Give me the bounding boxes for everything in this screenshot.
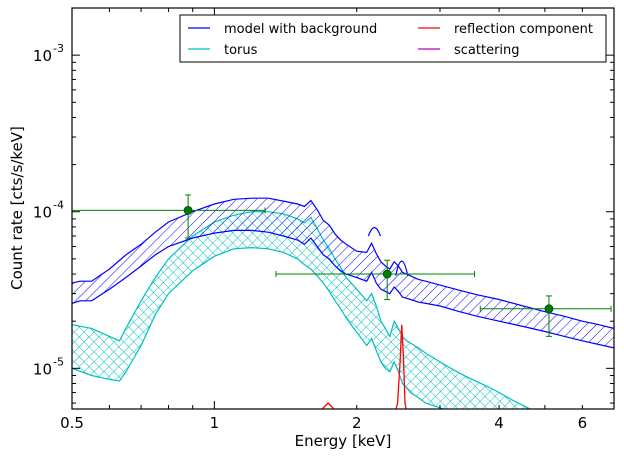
model-with-background-lower-line xyxy=(72,229,614,349)
x-tick-label: 6 xyxy=(578,414,588,432)
data-layer xyxy=(72,194,612,337)
data-marker xyxy=(544,304,554,314)
legend-entry: scattering xyxy=(418,43,520,58)
torus-lower-line xyxy=(72,246,445,409)
y-tick-exponent: -4 xyxy=(53,199,64,212)
ticks-layer xyxy=(71,7,615,409)
y-tick-label: 10 -5 xyxy=(33,355,64,378)
data-point-1 xyxy=(275,259,476,301)
legend-entry: model with background xyxy=(188,22,377,37)
legend-label: torus xyxy=(224,43,258,58)
y-tick-base: 10 xyxy=(33,204,52,222)
y-axis-title: Count rate [cts/s/keV] xyxy=(8,126,26,290)
y-tick-base: 10 xyxy=(33,360,52,378)
y-tick-exponent: -5 xyxy=(53,355,64,368)
model-with-background-upper-line xyxy=(72,197,614,329)
legend-entry: reflection component xyxy=(418,22,593,37)
legend-box xyxy=(179,14,607,63)
legend-entry: torus xyxy=(188,43,258,58)
x-tick-label: 4 xyxy=(494,414,504,432)
y-tick-label: 10 -3 xyxy=(33,42,64,65)
data-point-2 xyxy=(479,295,612,337)
x-tick-label: 1 xyxy=(210,414,220,432)
data-point-0 xyxy=(72,194,266,239)
y-tick-label: 10 -4 xyxy=(33,199,64,222)
y-tick-exponent: -3 xyxy=(53,42,64,55)
reflection-component-line xyxy=(321,324,407,409)
torus-upper-line xyxy=(72,211,531,409)
data-marker xyxy=(183,205,193,215)
model-with-background-peak-1 xyxy=(395,260,409,276)
series-layer xyxy=(72,197,614,409)
plot-background xyxy=(72,8,614,409)
x-tick-label: 2 xyxy=(352,414,362,432)
torus-band xyxy=(72,211,530,409)
x-tick-label: 0.5 xyxy=(60,414,84,432)
legend-label: model with background xyxy=(224,22,377,37)
legend-label: scattering xyxy=(454,43,520,58)
y-tick-base: 10 xyxy=(33,47,52,65)
legend: model with background reflection componen… xyxy=(179,14,607,63)
model-with-background-peak-0 xyxy=(367,227,381,237)
model-with-background-band xyxy=(72,198,614,348)
legend-label: reflection component xyxy=(454,22,593,37)
plot-frame xyxy=(71,7,615,410)
x-axis-title: Energy [keV] xyxy=(295,432,392,450)
data-marker xyxy=(382,269,392,279)
